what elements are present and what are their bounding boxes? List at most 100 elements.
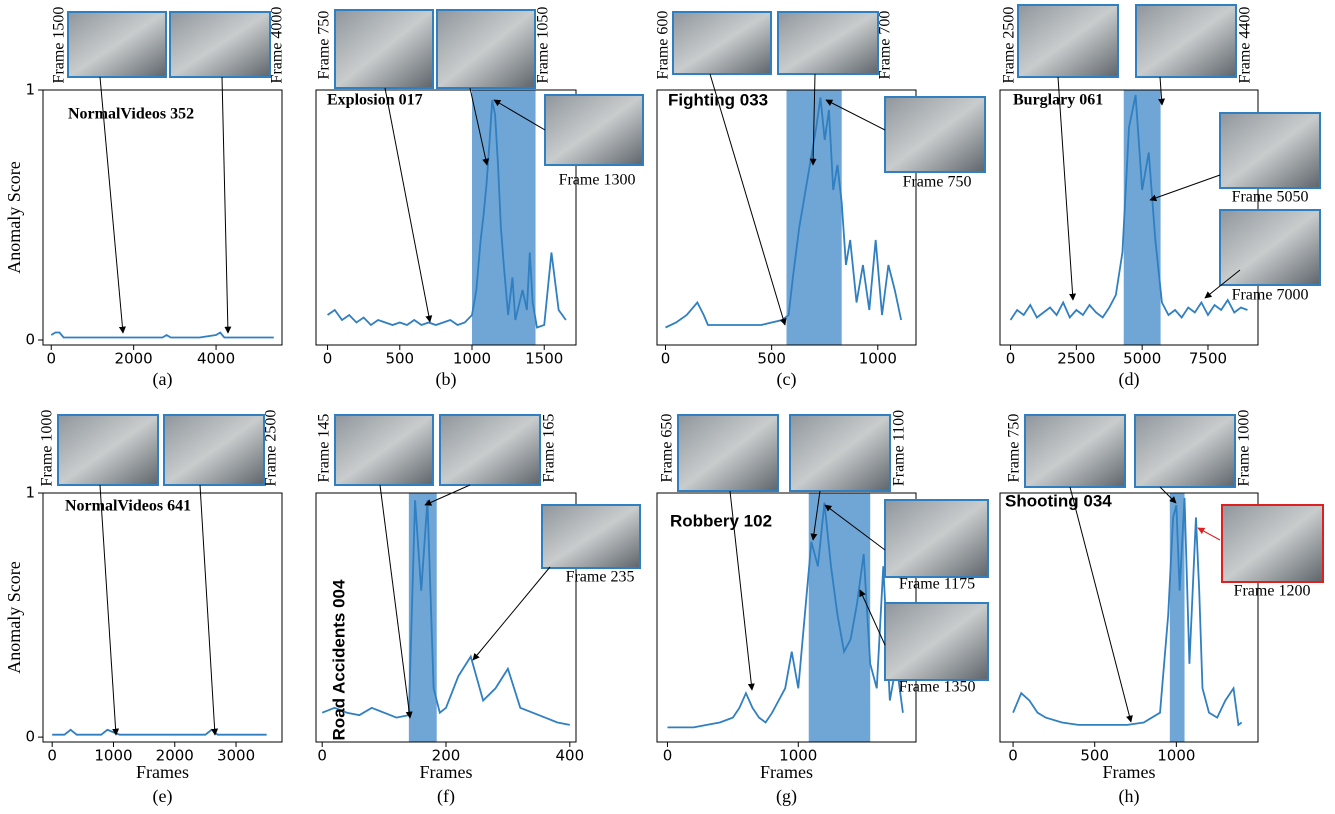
x-tick-label: 2000 [115,350,153,368]
frame-label: Frame 5050 [1232,189,1309,206]
frame-label: Frame 750 [903,174,972,191]
video-title: NormalVideos 641 [65,498,191,515]
frame-label: Frame 700 [877,11,894,80]
y-tick-label: 1 [25,81,35,99]
frame-thumbnail [164,415,264,485]
arrow [200,485,215,735]
frame-thumbnail [58,415,158,485]
x-tick-label: 7500 [1189,350,1227,368]
figure: 02000400001Anomaly Score(a)NormalVideos … [0,0,1335,814]
frame-thumbnail [542,505,640,568]
score-line [51,333,274,338]
frame-thumbnail [437,10,535,88]
x-tick-label: 1000 [1157,747,1195,765]
panel-caption: (a) [153,369,173,390]
frame-thumbnail [68,12,166,77]
frame-thumbnail [778,12,878,74]
frame-label: Frame 165 [541,414,558,483]
frame-label: Frame 4000 [269,7,286,84]
frame-thumbnail [678,415,778,491]
x-tick-label: 0 [323,350,333,368]
frame-thumbnail [335,415,433,485]
frame-thumbnail [335,10,433,88]
x-axis-label: Frames [420,762,473,782]
frame-label: Frame 1200 [1234,583,1311,600]
panel-caption: (f) [437,786,455,807]
arrow [385,88,430,322]
x-tick-label: 1000 [94,747,132,765]
anomaly-interval [409,493,437,742]
panel: 0 2500 5000 7500 (d) Burglary 061 Frame 2500 Fr… [1000,5,1320,390]
arrow [380,485,410,718]
x-tick-label: 0 [661,350,671,368]
frame-label: Frame 145 [316,414,333,483]
x-tick-label: 0 [1006,350,1016,368]
panel-caption: (d) [1119,369,1140,390]
arrow [1198,528,1220,540]
x-tick-label: 0 [1008,747,1018,765]
plot-frame [1000,493,1258,742]
video-title: Burglary 061 [1013,92,1103,109]
panel-caption: (c) [777,369,797,390]
frame-thumbnail [885,603,988,680]
x-tick-label: 2500 [1057,350,1095,368]
frame-label: Frame 1175 [899,576,975,593]
frame-label: Frame 1050 [535,7,552,84]
arrow [222,77,228,333]
plot-frame [316,493,576,742]
x-tick-label: 500 [385,350,414,368]
frame-label: Frame 1350 [899,679,976,696]
frame-thumbnail [885,500,988,577]
frame-label: Frame 2500 [263,410,280,487]
panel-caption: (h) [1119,786,1140,807]
x-tick-label: 0 [663,747,673,765]
anomaly-interval [809,493,870,742]
panel: 0 500 1000 1500 (b) Explosion 017 Frame 750 Fra… [316,7,643,391]
video-title: Robbery 102 [670,511,772,530]
frame-label: Frame 7000 [1232,287,1309,304]
video-title: Explosion 017 [327,92,423,109]
panel-caption: (e) [153,786,173,807]
plot-frame [43,90,282,345]
y-axis-label: Anomaly Score [4,161,24,273]
score-line [665,98,901,328]
plot-frame [43,493,282,742]
frame-label: Frame 1100 [891,410,908,486]
frame-thumbnail [673,12,771,74]
frame-label: Frame 1500 [51,7,68,84]
frame-label: Frame 1000 [39,410,56,487]
x-axis-label: Frames [136,762,189,782]
y-tick-label: 0 [25,728,35,746]
score-line [1013,498,1242,725]
x-tick-label: 4000 [197,350,235,368]
video-title: Shooting 034 [1005,491,1112,510]
frame-thumbnail [170,12,270,77]
frame-label: Frame 650 [659,414,676,483]
x-axis-label: Frames [760,762,813,782]
frame-thumbnail [1018,5,1118,77]
panel-caption: (b) [436,369,457,390]
x-tick-label: 5000 [1123,350,1161,368]
x-tick-label: 1500 [525,350,563,368]
frame-label: Frame 750 [316,11,333,80]
panel-caption: (g) [776,786,797,807]
score-line [322,500,570,725]
x-tick-label: 1000 [453,350,491,368]
plot-frame [316,90,576,345]
x-tick-label: 500 [757,350,786,368]
frame-label: Frame 1300 [559,172,636,189]
frame-thumbnail [885,97,985,172]
y-tick-label: 0 [25,331,35,349]
frame-thumbnail [1222,505,1323,582]
arrow [100,485,116,735]
x-tick-label: 400 [555,747,584,765]
frame-label: Frame 2500 [1001,7,1018,84]
frame-label: Frame 4400 [1237,7,1254,84]
x-tick-label: 0 [47,747,57,765]
frame-thumbnail [1136,5,1236,77]
arrow [710,74,785,325]
